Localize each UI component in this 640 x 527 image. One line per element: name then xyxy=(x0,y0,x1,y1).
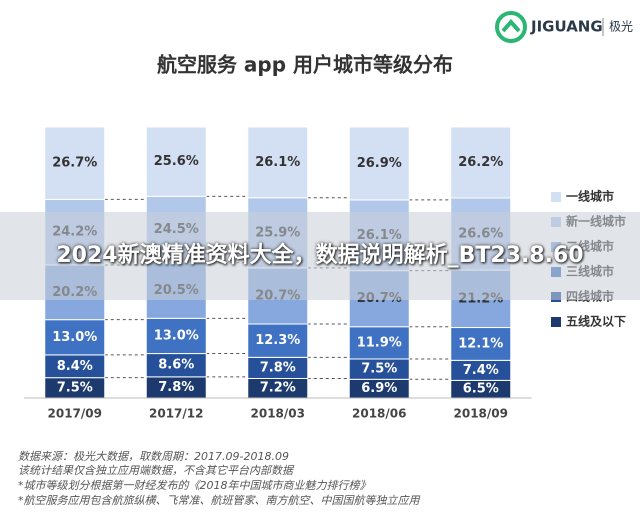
legend-swatch xyxy=(551,192,561,202)
banner-text: 2024新澳精准资料大全，数据说明解析_BT23.8.60 xyxy=(56,243,584,268)
data-label: 25.6% xyxy=(154,154,199,169)
x-tick-label: 2018/09 xyxy=(454,407,508,421)
logo-cn: 极光 xyxy=(609,20,633,34)
bar-segment xyxy=(145,126,207,197)
data-label: 7.8% xyxy=(260,360,296,375)
data-label: 26.2% xyxy=(458,155,503,170)
note: *城市等级划分根据第一财经发布的《2018年中国城市商业魅力排行榜》 xyxy=(18,479,371,492)
bar-segment xyxy=(247,323,309,358)
legend-label: 一线城市 xyxy=(566,189,614,204)
data-label: 26.9% xyxy=(357,156,402,171)
data-label: 8.6% xyxy=(158,358,194,373)
data-label: 7.5% xyxy=(57,380,93,395)
data-label: 13.0% xyxy=(154,328,199,343)
data-label: 6.5% xyxy=(463,382,499,397)
legend-label: 五线及以下 xyxy=(566,314,626,329)
logo-text: JIGUANG xyxy=(530,18,603,36)
logo: JIGUANG 极光 xyxy=(495,11,633,43)
bar-segment xyxy=(247,126,309,199)
x-tick-label: 2017/12 xyxy=(149,407,203,421)
logo-icon xyxy=(495,11,527,43)
data-label: 13.0% xyxy=(52,330,97,345)
x-tick-label: 2018/06 xyxy=(352,407,406,421)
note: *航空服务应用包含航旅纵横、飞常准、航班管家、南方航空、中国国航等独立应用 xyxy=(18,494,420,507)
logo-icon xyxy=(501,18,521,33)
bar-segment xyxy=(145,317,207,355)
bar-segment xyxy=(348,326,410,360)
legend-swatch xyxy=(551,317,561,327)
bar-segment xyxy=(450,126,512,199)
data-label: 7.5% xyxy=(361,362,397,377)
x-tick-label: 2017/09 xyxy=(48,407,102,421)
data-label: 7.8% xyxy=(158,380,194,395)
banner: 2024新澳精准资料大全，数据说明解析_BT23.8.60 xyxy=(0,212,640,300)
data-label: 26.1% xyxy=(255,155,300,170)
bar-segment xyxy=(44,319,106,356)
data-label: 6.9% xyxy=(361,381,397,396)
chart-title: 航空服务 app 用户城市等级分布 xyxy=(157,53,453,77)
note: 数据来源：极光大数据，取数周期：2017.09-2018.09 xyxy=(18,450,289,463)
x-tick-label: 2018/03 xyxy=(251,407,305,421)
note: 该统计结果仅含独立应用端数据，不含其它平台内部数据 xyxy=(18,464,295,477)
data-label: 11.9% xyxy=(357,335,402,350)
data-label: 12.1% xyxy=(458,336,503,351)
bar-segment xyxy=(348,126,410,201)
bar-segment xyxy=(450,327,512,361)
data-label: 8.4% xyxy=(57,359,93,374)
data-label: 26.7% xyxy=(52,156,97,171)
data-label: 7.2% xyxy=(260,381,296,396)
bar-segment xyxy=(44,126,106,200)
data-label: 12.3% xyxy=(255,333,300,348)
data-label: 7.4% xyxy=(463,363,499,378)
